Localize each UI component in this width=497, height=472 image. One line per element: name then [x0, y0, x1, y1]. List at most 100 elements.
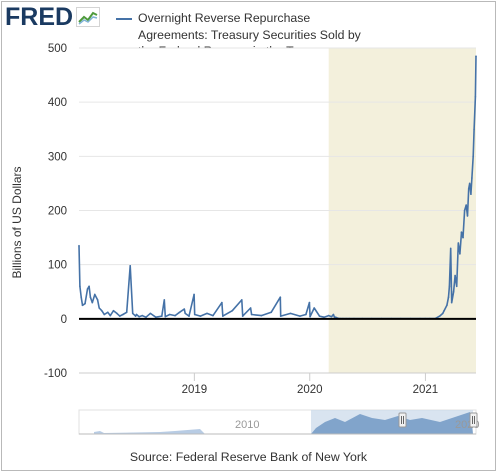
series-point [86, 288, 89, 290]
series-point [88, 285, 90, 288]
series-point [96, 299, 99, 301]
series-point [188, 315, 190, 317]
x-tick-label: 2019 [182, 384, 208, 396]
series-point [442, 312, 444, 315]
series-point [327, 314, 330, 317]
y-tick-label: 400 [48, 97, 67, 109]
series-point [149, 312, 152, 315]
y-tick-label: 100 [48, 260, 67, 272]
series-point [135, 313, 138, 316]
navigator-year-label: 2010 [235, 419, 259, 431]
series-point [240, 299, 243, 301]
legend-series-swatch [116, 18, 132, 20]
series-point [308, 301, 311, 304]
series-point [305, 313, 307, 316]
series-point [462, 236, 464, 239]
series-point [450, 301, 453, 304]
series-point [118, 315, 121, 317]
series-point [241, 315, 244, 317]
y-tick-label: -100 [44, 368, 67, 380]
series-point [134, 315, 137, 317]
series-point [460, 231, 463, 233]
series-point [438, 315, 441, 317]
series-point [168, 313, 171, 316]
series-point [174, 314, 176, 317]
series-point [178, 311, 181, 314]
series-point [221, 301, 223, 304]
series-point [309, 315, 311, 318]
series-point [155, 316, 157, 319]
series-point [473, 128, 475, 131]
series-point [116, 312, 118, 315]
logo-text: FRED [5, 2, 74, 31]
series-point [112, 309, 115, 312]
series-point [106, 311, 109, 314]
series-point [193, 313, 196, 316]
series-point [330, 315, 333, 318]
series-point [448, 285, 451, 288]
series-point [323, 316, 325, 319]
series-point [89, 296, 92, 298]
series-point [459, 253, 461, 255]
y-tick-label: 200 [48, 206, 67, 218]
series-point [454, 274, 456, 277]
series-line[interactable] [78, 56, 477, 320]
series-point [212, 314, 214, 317]
series-point [78, 244, 80, 247]
series-point [193, 293, 195, 296]
series-point [313, 307, 315, 309]
series-point [455, 285, 458, 288]
series-point [81, 304, 84, 307]
series-point [443, 309, 445, 312]
navigator-handle[interactable] [469, 412, 478, 428]
series-point [472, 155, 474, 158]
series-point [318, 315, 321, 317]
series-point [125, 311, 128, 314]
series-point [299, 315, 301, 317]
series-point [141, 314, 144, 317]
series-point [474, 95, 477, 98]
navigator-history-area [94, 429, 205, 434]
series-point [270, 311, 272, 314]
series-point [250, 313, 253, 316]
series-point [447, 296, 450, 298]
series-point [103, 313, 106, 316]
series-point [471, 177, 473, 179]
series-point [222, 315, 224, 317]
series-point [138, 315, 140, 318]
series-point [98, 307, 101, 309]
series-point [100, 309, 103, 312]
series-point [446, 304, 448, 307]
navigator-series-area [311, 412, 473, 434]
series-point [465, 204, 468, 206]
series-point [131, 312, 134, 315]
y-tick-label: 300 [48, 151, 67, 163]
series-point [80, 296, 83, 298]
series-point [467, 188, 470, 190]
series-point [145, 316, 147, 319]
series-point [466, 215, 469, 217]
series-point [468, 182, 471, 185]
fred-logo[interactable]: FRED [5, 2, 101, 31]
series-point [91, 301, 94, 304]
series-point [463, 209, 466, 212]
series-point [457, 242, 460, 244]
series-point [184, 312, 187, 315]
x-tick-label: 2020 [297, 384, 323, 396]
navigator-handle[interactable] [398, 412, 407, 428]
x-tick-label: 2021 [413, 384, 439, 396]
series-point [279, 315, 282, 317]
series-point [84, 302, 86, 305]
series-point [164, 315, 167, 318]
series-point [163, 299, 166, 301]
series-point [452, 290, 455, 293]
series-point [470, 193, 472, 196]
series-point [199, 315, 202, 317]
series-point [449, 247, 452, 250]
series-point [475, 55, 477, 57]
series-point [94, 293, 96, 296]
series-point [122, 313, 124, 316]
series-point [279, 296, 282, 298]
series-point [289, 312, 292, 315]
